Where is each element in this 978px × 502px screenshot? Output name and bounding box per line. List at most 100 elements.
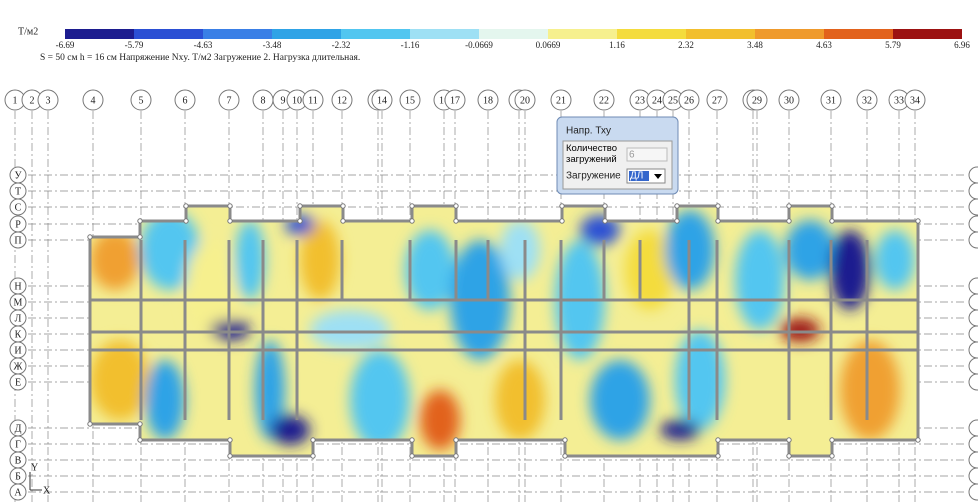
column-label: 20	[520, 95, 530, 106]
node	[138, 438, 142, 442]
row-label: Н	[14, 281, 21, 292]
load-label: Загружение	[566, 171, 621, 182]
node	[830, 204, 834, 208]
node	[830, 438, 834, 442]
legend-label: 5.79	[885, 40, 901, 50]
legend-label: 2.32	[678, 40, 694, 50]
stress-patch	[405, 230, 455, 310]
column-label: 15	[405, 95, 415, 106]
node	[716, 438, 720, 442]
column-label: 10	[292, 95, 302, 106]
column-label: 17	[450, 95, 460, 106]
dialog[interactable]: Напр. Тху Количество загружений 6 Загруж…	[557, 117, 678, 194]
column-label: 3	[46, 95, 51, 106]
column-label: 27	[712, 95, 722, 106]
stress-patch	[780, 318, 820, 342]
column-label: 8	[261, 95, 266, 106]
legend-label: 1.16	[609, 40, 625, 50]
row-label: Т	[15, 186, 21, 197]
node	[830, 219, 834, 223]
column-label: 2	[30, 95, 35, 106]
legend-label: -0.0669	[465, 40, 493, 50]
column-label: 9	[281, 95, 286, 106]
node	[311, 438, 315, 442]
legend-swatch	[203, 29, 272, 39]
screen: Т/м2 -6.69-5.79-4.63-3.48-2.32-1.16-0.06…	[0, 0, 978, 502]
legend-label: -4.63	[194, 40, 213, 50]
node	[410, 219, 414, 223]
stress-patch	[495, 360, 545, 440]
stress-patch	[270, 415, 310, 445]
node	[88, 422, 92, 426]
column-label: 29	[752, 95, 762, 106]
node	[563, 454, 567, 458]
node	[228, 204, 232, 208]
node	[138, 422, 142, 426]
legend-swatch	[686, 29, 755, 39]
column-label: 11	[308, 95, 318, 106]
column-label: 33	[894, 95, 904, 106]
node	[916, 219, 920, 223]
column-label: 23	[635, 95, 645, 106]
node	[138, 219, 142, 223]
node	[228, 454, 232, 458]
node	[830, 454, 834, 458]
unit-label: Т/м2	[18, 26, 38, 37]
node	[603, 219, 607, 223]
row-label: В	[15, 455, 22, 466]
count-value: 6	[629, 150, 635, 161]
column-label: 21	[556, 95, 566, 106]
column-label: 5	[139, 95, 144, 106]
node	[716, 219, 720, 223]
node	[298, 204, 302, 208]
row-label: И	[14, 345, 21, 356]
legend-swatch	[272, 29, 341, 39]
node	[184, 204, 188, 208]
axis-y: Y	[31, 462, 38, 473]
node	[716, 204, 720, 208]
column-label: 12	[337, 95, 347, 106]
column-label: 4	[91, 95, 96, 106]
column-label: 18	[483, 95, 493, 106]
node	[787, 454, 791, 458]
node	[454, 454, 458, 458]
node	[410, 454, 414, 458]
row-label: Ж	[14, 361, 23, 372]
node	[563, 438, 567, 442]
row-label: М	[14, 297, 23, 308]
node	[716, 454, 720, 458]
legend-label: -5.79	[125, 40, 144, 50]
legend-swatch	[134, 29, 203, 39]
legend-label: -1.16	[401, 40, 420, 50]
stress-patch	[875, 230, 915, 290]
legend-swatch	[341, 29, 410, 39]
node	[138, 235, 142, 239]
stress-patch	[840, 340, 900, 440]
column-label: 24	[652, 95, 662, 106]
stress-patch	[145, 360, 185, 440]
node	[341, 219, 345, 223]
column-label: 34	[910, 95, 920, 106]
load-value: ДЛ	[630, 171, 643, 182]
node	[787, 219, 791, 223]
node	[916, 438, 920, 442]
legend-label: -6.69	[56, 40, 75, 50]
axis-x: X	[43, 485, 51, 496]
node	[228, 438, 232, 442]
info-line: S = 50 см h = 16 см Напряжение Nxy. Т/м2…	[40, 53, 360, 63]
column-label: 6	[183, 95, 188, 106]
row-label: Б	[15, 471, 21, 482]
stress-patch	[235, 220, 265, 300]
node	[410, 438, 414, 442]
node	[675, 219, 679, 223]
node	[228, 219, 232, 223]
dialog-title: Напр. Тху	[566, 126, 611, 137]
legend-swatch	[65, 29, 134, 39]
node	[88, 235, 92, 239]
node	[298, 219, 302, 223]
legend-swatch	[893, 29, 962, 39]
column-label: 14	[377, 95, 387, 106]
stress-patch	[830, 230, 870, 310]
legend-label: 6.96	[954, 40, 970, 50]
stress-patch	[90, 230, 140, 290]
